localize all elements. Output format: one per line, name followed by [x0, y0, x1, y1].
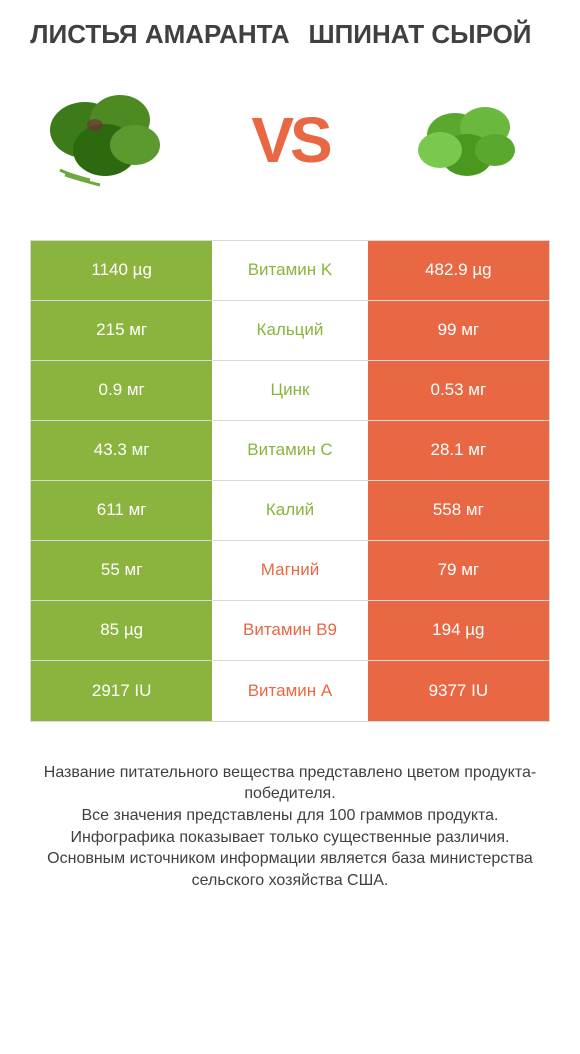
spinach-image: [400, 70, 540, 210]
right-value: 558 мг: [368, 481, 549, 540]
nutrient-name: Магний: [212, 541, 367, 600]
right-value: 194 µg: [368, 601, 549, 660]
left-value: 85 µg: [31, 601, 212, 660]
nutrient-name: Кальций: [212, 301, 367, 360]
left-value: 43.3 мг: [31, 421, 212, 480]
nutrient-name: Витамин B9: [212, 601, 367, 660]
right-value: 0.53 мг: [368, 361, 549, 420]
footer-line-4: Основным источником информации является …: [35, 848, 545, 891]
left-value: 215 мг: [31, 301, 212, 360]
table-row: 55 мгМагний79 мг: [31, 541, 549, 601]
table-row: 0.9 мгЦинк0.53 мг: [31, 361, 549, 421]
table-row: 2917 IUВитамин A9377 IU: [31, 661, 549, 721]
left-value: 0.9 мг: [31, 361, 212, 420]
footer-line-1: Название питательного вещества представл…: [35, 762, 545, 805]
table-row: 611 мгКалий558 мг: [31, 481, 549, 541]
nutrient-name: Витамин C: [212, 421, 367, 480]
left-value: 55 мг: [31, 541, 212, 600]
vs-row: VS: [30, 70, 550, 210]
nutrient-name: Калий: [212, 481, 367, 540]
right-value: 79 мг: [368, 541, 549, 600]
header: ЛИСТЬЯ АМАРАНТА ШПИНАТ СЫРОЙ: [30, 20, 550, 50]
footer-line-2: Все значения представлены для 100 граммо…: [35, 805, 545, 827]
right-value: 99 мг: [368, 301, 549, 360]
right-value: 28.1 мг: [368, 421, 549, 480]
right-food-title: ШПИНАТ СЫРОЙ: [290, 20, 550, 50]
nutrient-name: Витамин A: [212, 661, 367, 721]
footer-notes: Название питательного вещества представл…: [30, 762, 550, 892]
left-value: 2917 IU: [31, 661, 212, 721]
left-food-title: ЛИСТЬЯ АМАРАНТА: [30, 20, 290, 50]
left-value: 1140 µg: [31, 241, 212, 300]
right-value: 482.9 µg: [368, 241, 549, 300]
nutrient-name: Витамин K: [212, 241, 367, 300]
table-row: 85 µgВитамин B9194 µg: [31, 601, 549, 661]
right-value: 9377 IU: [368, 661, 549, 721]
table-row: 1140 µgВитамин K482.9 µg: [31, 241, 549, 301]
table-row: 215 мгКальций99 мг: [31, 301, 549, 361]
nutrient-name: Цинк: [212, 361, 367, 420]
amaranth-image: [40, 70, 180, 210]
left-value: 611 мг: [31, 481, 212, 540]
table-row: 43.3 мгВитамин C28.1 мг: [31, 421, 549, 481]
vs-label: VS: [251, 103, 328, 177]
footer-line-3: Инфографика показывает только существенн…: [35, 827, 545, 849]
comparison-table: 1140 µgВитамин K482.9 µg215 мгКальций99 …: [30, 240, 550, 722]
